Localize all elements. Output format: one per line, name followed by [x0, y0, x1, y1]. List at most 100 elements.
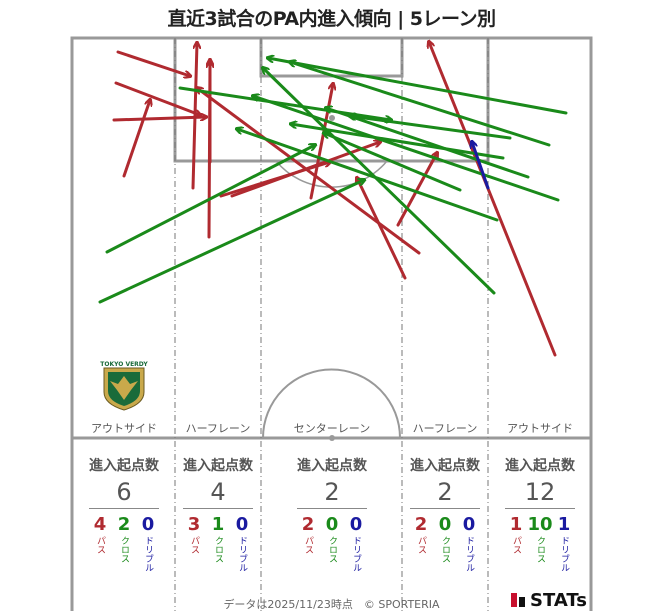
cross-label: クロス [213, 536, 223, 563]
pass-arrow [429, 42, 557, 357]
lane-entry-total: 12 [524, 478, 556, 506]
pass-arrow [114, 81, 200, 115]
penalty-spot [329, 115, 335, 121]
lane-stat-heading: 進入起点数 [297, 458, 367, 474]
tokyo-verdy-crest-icon: TOKYO VERDY [100, 361, 148, 411]
cross-count: 0 [325, 514, 339, 535]
breakdown-pass: 2 パス [411, 514, 431, 572]
footer-credit: データは2025/11/23時点 © SPORTERIA [223, 598, 440, 611]
pass-arrow [122, 100, 150, 178]
dribble-count: 0 [235, 514, 249, 535]
breakdown-pass: 2 パス [298, 514, 318, 572]
cross-count: 2 [117, 514, 131, 535]
dribble-count: 1 [557, 514, 571, 535]
breakdown-dribble: 0 ドリブル [346, 514, 366, 572]
breakdown-cross: 0 クロス [322, 514, 342, 572]
breakdown-pass: 3 パス [184, 514, 204, 572]
cross-arrow [268, 58, 568, 115]
dribble-count: 0 [349, 514, 363, 535]
pass-arrow [197, 88, 421, 255]
pass-label: パス [303, 536, 313, 554]
center-spot [329, 435, 335, 441]
lane-entry-total: 2 [324, 478, 340, 506]
breakdown-dribble: 0 ドリブル [232, 514, 252, 572]
cross-arrow [291, 124, 505, 160]
lane-stat-heading: 進入起点数 [183, 458, 253, 474]
breakdown-dribble: 0 ドリブル [138, 514, 158, 572]
lane-breakdown: 3 パス 1 クロス 0 ドリブル [163, 514, 273, 572]
lane-label-left-outside: アウトサイド [91, 422, 157, 435]
brand-text: STATs [530, 590, 587, 611]
crest-logotype: TOKYO VERDY [100, 361, 148, 368]
pass-arrow [191, 43, 197, 190]
cross-arrow [263, 68, 496, 295]
center-circle [262, 368, 401, 439]
breakdown-cross: 2 クロス [114, 514, 134, 572]
lane-entry-total: 6 [116, 478, 132, 506]
pass-count: 3 [187, 514, 201, 535]
pass-count: 4 [93, 514, 107, 535]
lane-label-center: センターレーン [294, 422, 370, 435]
pass-arrow [209, 60, 210, 239]
brand-mark-red [511, 593, 518, 607]
pass-count: 2 [301, 514, 315, 535]
pass-arrow [116, 50, 190, 76]
pass-label: パス [95, 536, 105, 554]
breakdown-cross: 0 クロス [435, 514, 455, 572]
lane-stat-divider [505, 508, 575, 509]
cross-label: クロス [440, 536, 450, 563]
lane-stat-heading: 進入起点数 [505, 458, 575, 474]
lane-breakdown: 4 パス 2 クロス 0 ドリブル [69, 514, 179, 572]
cross-arrow [237, 129, 499, 222]
lane-breakdown: 2 パス 0 クロス 0 ドリブル [277, 514, 387, 572]
pass-count: 1 [509, 514, 523, 535]
cross-count: 10 [527, 514, 553, 535]
pass-arrow [309, 84, 333, 200]
cross-label: クロス [535, 536, 545, 563]
cross-arrow [350, 116, 512, 140]
breakdown-pass: 1 パス [506, 514, 526, 572]
pass-label: パス [511, 536, 521, 554]
breakdown-cross: 10 クロス [527, 514, 553, 572]
chart-title: 直近3試合のPA内進入傾向 | 5レーン別 [167, 8, 496, 30]
cross-count: 0 [438, 514, 452, 535]
brand-mark-black [519, 597, 526, 607]
pass-label: パス [189, 536, 199, 554]
cross-arrow [290, 62, 551, 147]
cross-arrow [253, 96, 560, 202]
lane-stat-heading: 進入起点数 [89, 458, 159, 474]
pass-arrow [112, 117, 206, 122]
dribble-count: 0 [141, 514, 155, 535]
dribble-label: ドリブル [559, 536, 569, 572]
lane-entry-total: 4 [210, 478, 226, 506]
dribble-label: ドリブル [351, 536, 361, 572]
dribble-count: 0 [462, 514, 476, 535]
pass-label: パス [416, 536, 426, 554]
cross-arrow [178, 86, 391, 120]
breakdown-dribble: 0 ドリブル [459, 514, 479, 572]
arrow-layer [98, 42, 568, 357]
lane-breakdown: 2 パス 0 クロス 0 ドリブル [390, 514, 500, 572]
cross-arrow [326, 108, 530, 179]
dribble-arrow [472, 142, 490, 190]
dribble-label: ドリブル [143, 536, 153, 572]
cross-count: 1 [211, 514, 225, 535]
lane-stat-divider [89, 508, 159, 509]
breakdown-cross: 1 クロス [208, 514, 228, 572]
lane-stat-divider [297, 508, 367, 509]
cross-label: クロス [327, 536, 337, 563]
lane-label-right-half: ハーフレーン [413, 422, 478, 435]
cross-arrow [98, 180, 364, 304]
breakdown-pass: 4 パス [90, 514, 110, 572]
pass-arrow [357, 178, 407, 280]
pass-arrow [396, 153, 437, 227]
pass-count: 2 [414, 514, 428, 535]
lane-stat-divider [410, 508, 480, 509]
dribble-label: ドリブル [237, 536, 247, 572]
lane-breakdown: 1 パス 10 クロス 1 ドリブル [485, 514, 595, 572]
lane-entry-total: 2 [437, 478, 453, 506]
cross-arrow [324, 133, 462, 192]
dribble-label: ドリブル [464, 536, 474, 572]
lane-stat-divider [183, 508, 253, 509]
